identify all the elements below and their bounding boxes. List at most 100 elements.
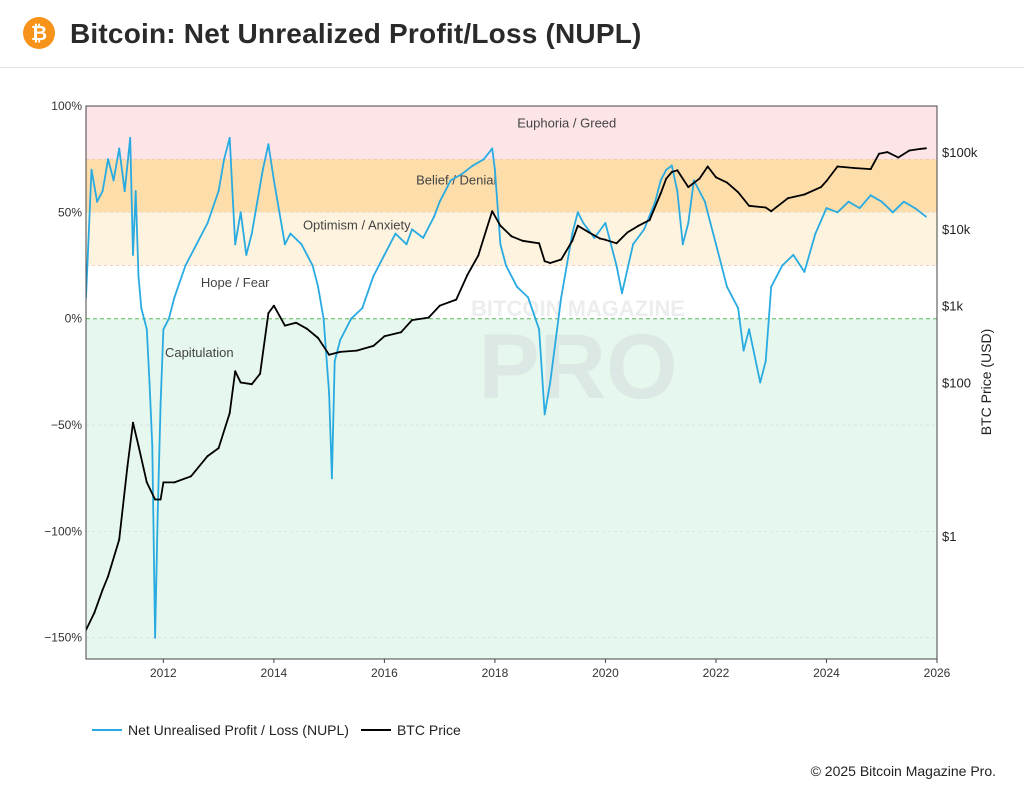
data-point-btc-price [328, 353, 331, 356]
legend-label-btc-price: BTC Price [396, 722, 461, 738]
data-point-nupl [891, 211, 894, 214]
data-point-btc-price [217, 447, 220, 450]
data-point-nupl [792, 253, 795, 256]
data-point-btc-price [549, 262, 552, 264]
bitcoin-logo-glyph: ₿ [31, 21, 47, 45]
data-point-btc-price [659, 192, 662, 195]
data-point-nupl [145, 328, 148, 331]
data-point-btc-price [93, 611, 96, 614]
data-point-btc-price [687, 186, 690, 189]
data-point-nupl [289, 232, 292, 235]
data-point-nupl [137, 275, 140, 278]
legend-swatch-nupl [92, 729, 122, 731]
zone-label-capitulation: Capitulation [165, 345, 234, 360]
data-point-btc-price [576, 224, 579, 227]
x-tick-label: 2022 [703, 666, 730, 680]
data-point-nupl [543, 413, 546, 416]
data-point-btc-price [477, 254, 480, 257]
data-point-nupl [770, 285, 773, 288]
data-point-btc-price [853, 167, 856, 169]
data-point-btc-price [878, 152, 880, 155]
data-point-nupl [764, 360, 767, 363]
data-point-btc-price [538, 242, 541, 245]
data-point-nupl [350, 317, 353, 320]
y2-tick-label: $1 [942, 529, 956, 544]
data-point-nupl [328, 392, 331, 395]
zone-label-optimism: Optimism / Anxiety [303, 217, 411, 232]
plot-frame [85, 105, 938, 660]
data-point-nupl [836, 211, 839, 214]
zone-band-capitulation [86, 318, 937, 659]
data-point-btc-price [173, 481, 176, 484]
data-point-nupl [339, 339, 342, 341]
data-point-btc-price [145, 481, 148, 484]
legend-item-btc-price[interactable]: BTC Price [360, 722, 461, 738]
data-point-btc-price [648, 219, 651, 222]
data-point-btc-price [101, 588, 104, 591]
data-point-nupl [781, 264, 784, 267]
data-point-btc-price [400, 331, 402, 334]
data-point-nupl [383, 253, 386, 256]
data-point-nupl [676, 190, 679, 193]
data-point-nupl [217, 190, 220, 193]
data-point-nupl [422, 236, 425, 239]
data-point-nupl [283, 243, 286, 246]
data-point-btc-price [560, 258, 563, 261]
data-point-btc-price [206, 455, 209, 458]
data-point-nupl [96, 200, 99, 203]
data-point-nupl [154, 636, 157, 639]
bitcoin-logo-icon: ₿ [23, 17, 55, 49]
data-point-btc-price [295, 321, 297, 324]
data-point-btc-price [698, 177, 701, 180]
data-point-nupl [140, 307, 143, 310]
data-point-nupl [132, 253, 134, 256]
legend: Net Unrealised Profit / Loss (NUPL) BTC … [92, 722, 473, 738]
data-point-nupl [491, 147, 494, 150]
data-point-btc-price [825, 180, 828, 182]
data-point-btc-price [306, 327, 308, 330]
data-point-nupl [123, 190, 126, 193]
data-point-nupl [825, 207, 828, 210]
data-point-btc-price [239, 381, 242, 384]
data-point-btc-price [676, 169, 679, 172]
data-point-nupl [692, 179, 695, 182]
data-point-nupl [112, 179, 115, 182]
data-point-nupl [206, 222, 209, 224]
data-point-btc-price [355, 349, 358, 352]
legend-item-nupl[interactable]: Net Unrealised Profit / Loss (NUPL) [92, 722, 349, 738]
x-tick-label: 2012 [150, 666, 177, 680]
data-point-btc-price [571, 239, 574, 242]
data-point-btc-price [466, 274, 469, 277]
x-tick-label: 2026 [924, 666, 951, 680]
data-point-nupl [604, 222, 607, 224]
y2-tick-label: $100k [942, 145, 978, 160]
data-point-nupl [516, 285, 518, 288]
data-point-btc-price [126, 465, 129, 468]
data-point-nupl [659, 179, 662, 182]
data-point-btc-price [491, 210, 494, 213]
data-point-nupl [449, 179, 452, 182]
y2-axis-title: BTC Price (USD) [978, 329, 994, 436]
x-tick-label: 2016 [371, 666, 398, 680]
watermark-line2: PRO [478, 316, 677, 418]
data-point-btc-price [604, 238, 607, 241]
data-point-nupl [195, 243, 198, 246]
data-point-btc-price [372, 344, 375, 347]
data-point-nupl [162, 328, 165, 331]
data-point-btc-price [764, 206, 767, 209]
data-point-btc-price [499, 224, 502, 227]
data-point-nupl [322, 317, 325, 320]
data-point-btc-price [665, 177, 668, 180]
data-point-nupl [300, 243, 303, 246]
data-point-nupl [311, 264, 314, 267]
data-point-nupl [847, 200, 850, 203]
zone-band-belief [86, 159, 937, 213]
data-point-btc-price [715, 176, 717, 179]
data-point-nupl [593, 236, 596, 239]
data-point-btc-price [234, 370, 237, 373]
data-point-nupl [272, 179, 275, 182]
data-point-btc-price [836, 165, 839, 168]
data-point-btc-price [411, 319, 413, 322]
data-point-nupl [902, 200, 905, 203]
legend-swatch-btc-price [360, 729, 391, 731]
